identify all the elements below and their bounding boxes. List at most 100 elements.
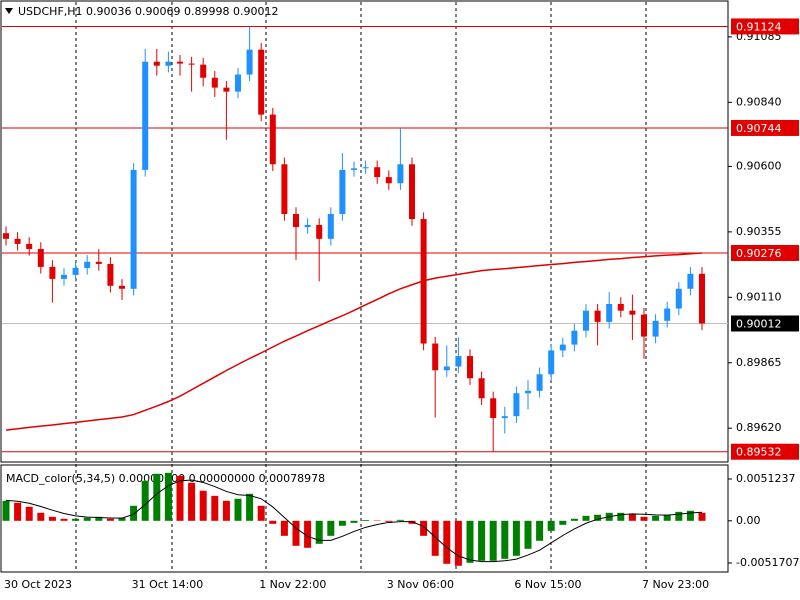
macd-bar bbox=[338, 520, 346, 526]
collapse-triangle bbox=[5, 8, 13, 14]
y-tick-label: 0.90600 bbox=[736, 159, 782, 172]
macd-bar bbox=[698, 512, 706, 521]
macd-signal bbox=[5, 479, 703, 563]
macd-bar bbox=[153, 473, 161, 521]
candle-body bbox=[362, 167, 369, 169]
macd-bar bbox=[83, 517, 91, 521]
macd-bar bbox=[130, 505, 138, 521]
candle-body bbox=[513, 393, 520, 417]
macd-bar bbox=[188, 482, 196, 521]
macd-bar bbox=[350, 520, 358, 523]
candle-body bbox=[37, 248, 44, 267]
macd-bar bbox=[176, 475, 184, 521]
y-tick-label: 0.90110 bbox=[736, 290, 782, 303]
macd-bar bbox=[72, 518, 80, 521]
macd-bar bbox=[466, 520, 474, 563]
macd-bar bbox=[327, 520, 335, 536]
macd-bar bbox=[431, 520, 439, 556]
macd-bar bbox=[501, 520, 509, 559]
candle-body bbox=[571, 330, 578, 345]
candle-body bbox=[467, 356, 473, 379]
candle-body bbox=[432, 343, 439, 371]
macd-bar bbox=[25, 506, 33, 521]
candle-body bbox=[223, 87, 230, 92]
candle-body bbox=[606, 303, 613, 322]
x-tick-label: 1 Nov 22:00 bbox=[259, 578, 326, 591]
macd-bar bbox=[106, 518, 114, 521]
macd-bar bbox=[396, 519, 404, 521]
candle-body bbox=[293, 213, 299, 228]
macd-bar bbox=[617, 512, 625, 521]
candle-body bbox=[235, 74, 241, 92]
macd-bar bbox=[257, 505, 265, 521]
candle-body bbox=[699, 273, 705, 324]
macd-bar bbox=[675, 511, 683, 521]
chart-title: USDCHF,H1 0.90036 0.90069 0.89998 0.9001… bbox=[18, 5, 279, 18]
macd-bar bbox=[164, 472, 172, 521]
candle-body bbox=[49, 266, 56, 279]
candle-body bbox=[629, 310, 636, 315]
candle-body bbox=[200, 64, 207, 78]
macd-bar bbox=[570, 518, 578, 521]
candle-body bbox=[14, 238, 21, 244]
macd-bar bbox=[547, 520, 555, 531]
candle-body bbox=[409, 164, 415, 220]
macd-bar bbox=[199, 490, 207, 521]
x-tick-label: 3 Nov 06:00 bbox=[387, 578, 454, 591]
candle-body bbox=[153, 61, 160, 66]
level-label: 0.90276 bbox=[736, 247, 782, 260]
candle-body bbox=[72, 267, 79, 275]
candle-body bbox=[95, 261, 102, 264]
candle-body bbox=[455, 356, 462, 367]
x-tick-label: 30 Oct 2023 bbox=[4, 578, 72, 591]
candle-body bbox=[130, 169, 137, 289]
macd-bar bbox=[686, 510, 694, 521]
macd-bar bbox=[118, 517, 126, 521]
candle-body bbox=[443, 366, 450, 371]
macd-bar bbox=[478, 520, 486, 561]
candle-body bbox=[119, 285, 125, 289]
candle-body bbox=[594, 310, 601, 322]
vertical-grid bbox=[75, 2, 647, 572]
macd-bar bbox=[292, 520, 300, 546]
candle-body bbox=[304, 224, 311, 228]
candle-body bbox=[26, 243, 33, 249]
macd-bar bbox=[640, 516, 648, 521]
macd-frame bbox=[0, 464, 729, 573]
level-label-box bbox=[731, 315, 799, 332]
candle-body bbox=[177, 61, 183, 64]
macd-bar bbox=[524, 520, 532, 549]
level-label-box bbox=[731, 119, 799, 136]
y-tick-label: 0.89865 bbox=[736, 356, 782, 369]
candle-body bbox=[3, 233, 9, 239]
candle-body bbox=[351, 168, 357, 170]
candle-body bbox=[559, 344, 566, 351]
macd-bar bbox=[362, 519, 370, 521]
candle-body bbox=[501, 416, 508, 419]
candle-body bbox=[641, 314, 647, 337]
candle-body bbox=[339, 169, 346, 214]
candle-body bbox=[664, 308, 671, 321]
macd-bar bbox=[443, 520, 451, 564]
level-label: 0.89532 bbox=[736, 446, 782, 459]
macd-bar bbox=[582, 515, 590, 521]
macd-bar bbox=[2, 500, 10, 521]
macd-bar bbox=[269, 520, 277, 524]
macd-bar bbox=[663, 514, 671, 521]
candle-body bbox=[490, 398, 497, 419]
candle-body bbox=[525, 390, 531, 394]
macd-bar bbox=[234, 498, 242, 521]
candle-body bbox=[536, 374, 543, 391]
y-tick-label: 0.90840 bbox=[736, 95, 782, 108]
candle-body bbox=[316, 224, 323, 239]
y-tick-label: 0.90355 bbox=[736, 225, 782, 238]
x-tick-label: 31 Oct 14:00 bbox=[132, 578, 204, 591]
candle-body bbox=[583, 310, 589, 331]
candle-body bbox=[246, 49, 253, 75]
level-label-box bbox=[731, 443, 799, 460]
y-tick-label: 0.00 bbox=[736, 514, 761, 527]
candle-body bbox=[397, 164, 404, 184]
candle-body bbox=[420, 219, 427, 344]
macd-bar bbox=[304, 520, 312, 548]
candle-body bbox=[548, 350, 555, 375]
